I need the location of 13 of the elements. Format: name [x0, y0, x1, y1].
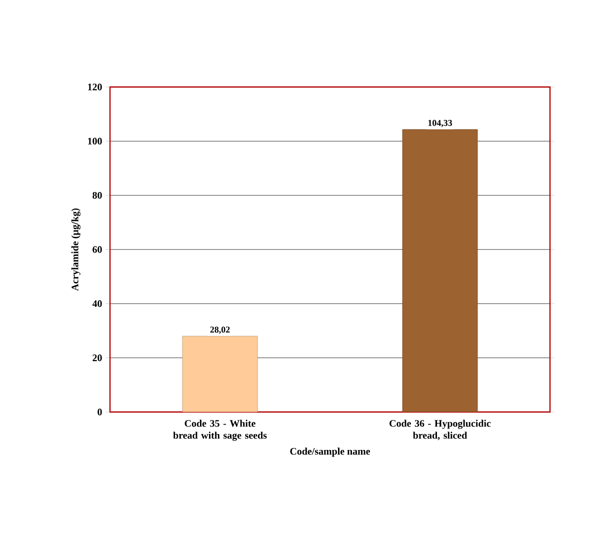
data-label: 104,33: [428, 120, 452, 128]
y-axis-title: Acrylamide (µg/kg): [71, 208, 80, 291]
x-tick-label: Code 36 - Hypoglucidic bread, sliced: [390, 420, 491, 440]
data-label: 28,02: [210, 326, 230, 334]
x-tick-label: Code 35 - White bread with sage seeds: [173, 420, 267, 441]
y-tick-label: 60: [92, 246, 102, 253]
x-axis-title: Code/sample name: [290, 448, 370, 457]
y-tick-label: 120: [88, 84, 102, 90]
y-tick-label: 0: [98, 408, 102, 416]
y-tick-label: 100: [88, 138, 102, 145]
y-tick-label: 40: [92, 300, 102, 308]
y-tick-label: 20: [92, 354, 102, 362]
y-tick-label: 80: [92, 192, 102, 199]
